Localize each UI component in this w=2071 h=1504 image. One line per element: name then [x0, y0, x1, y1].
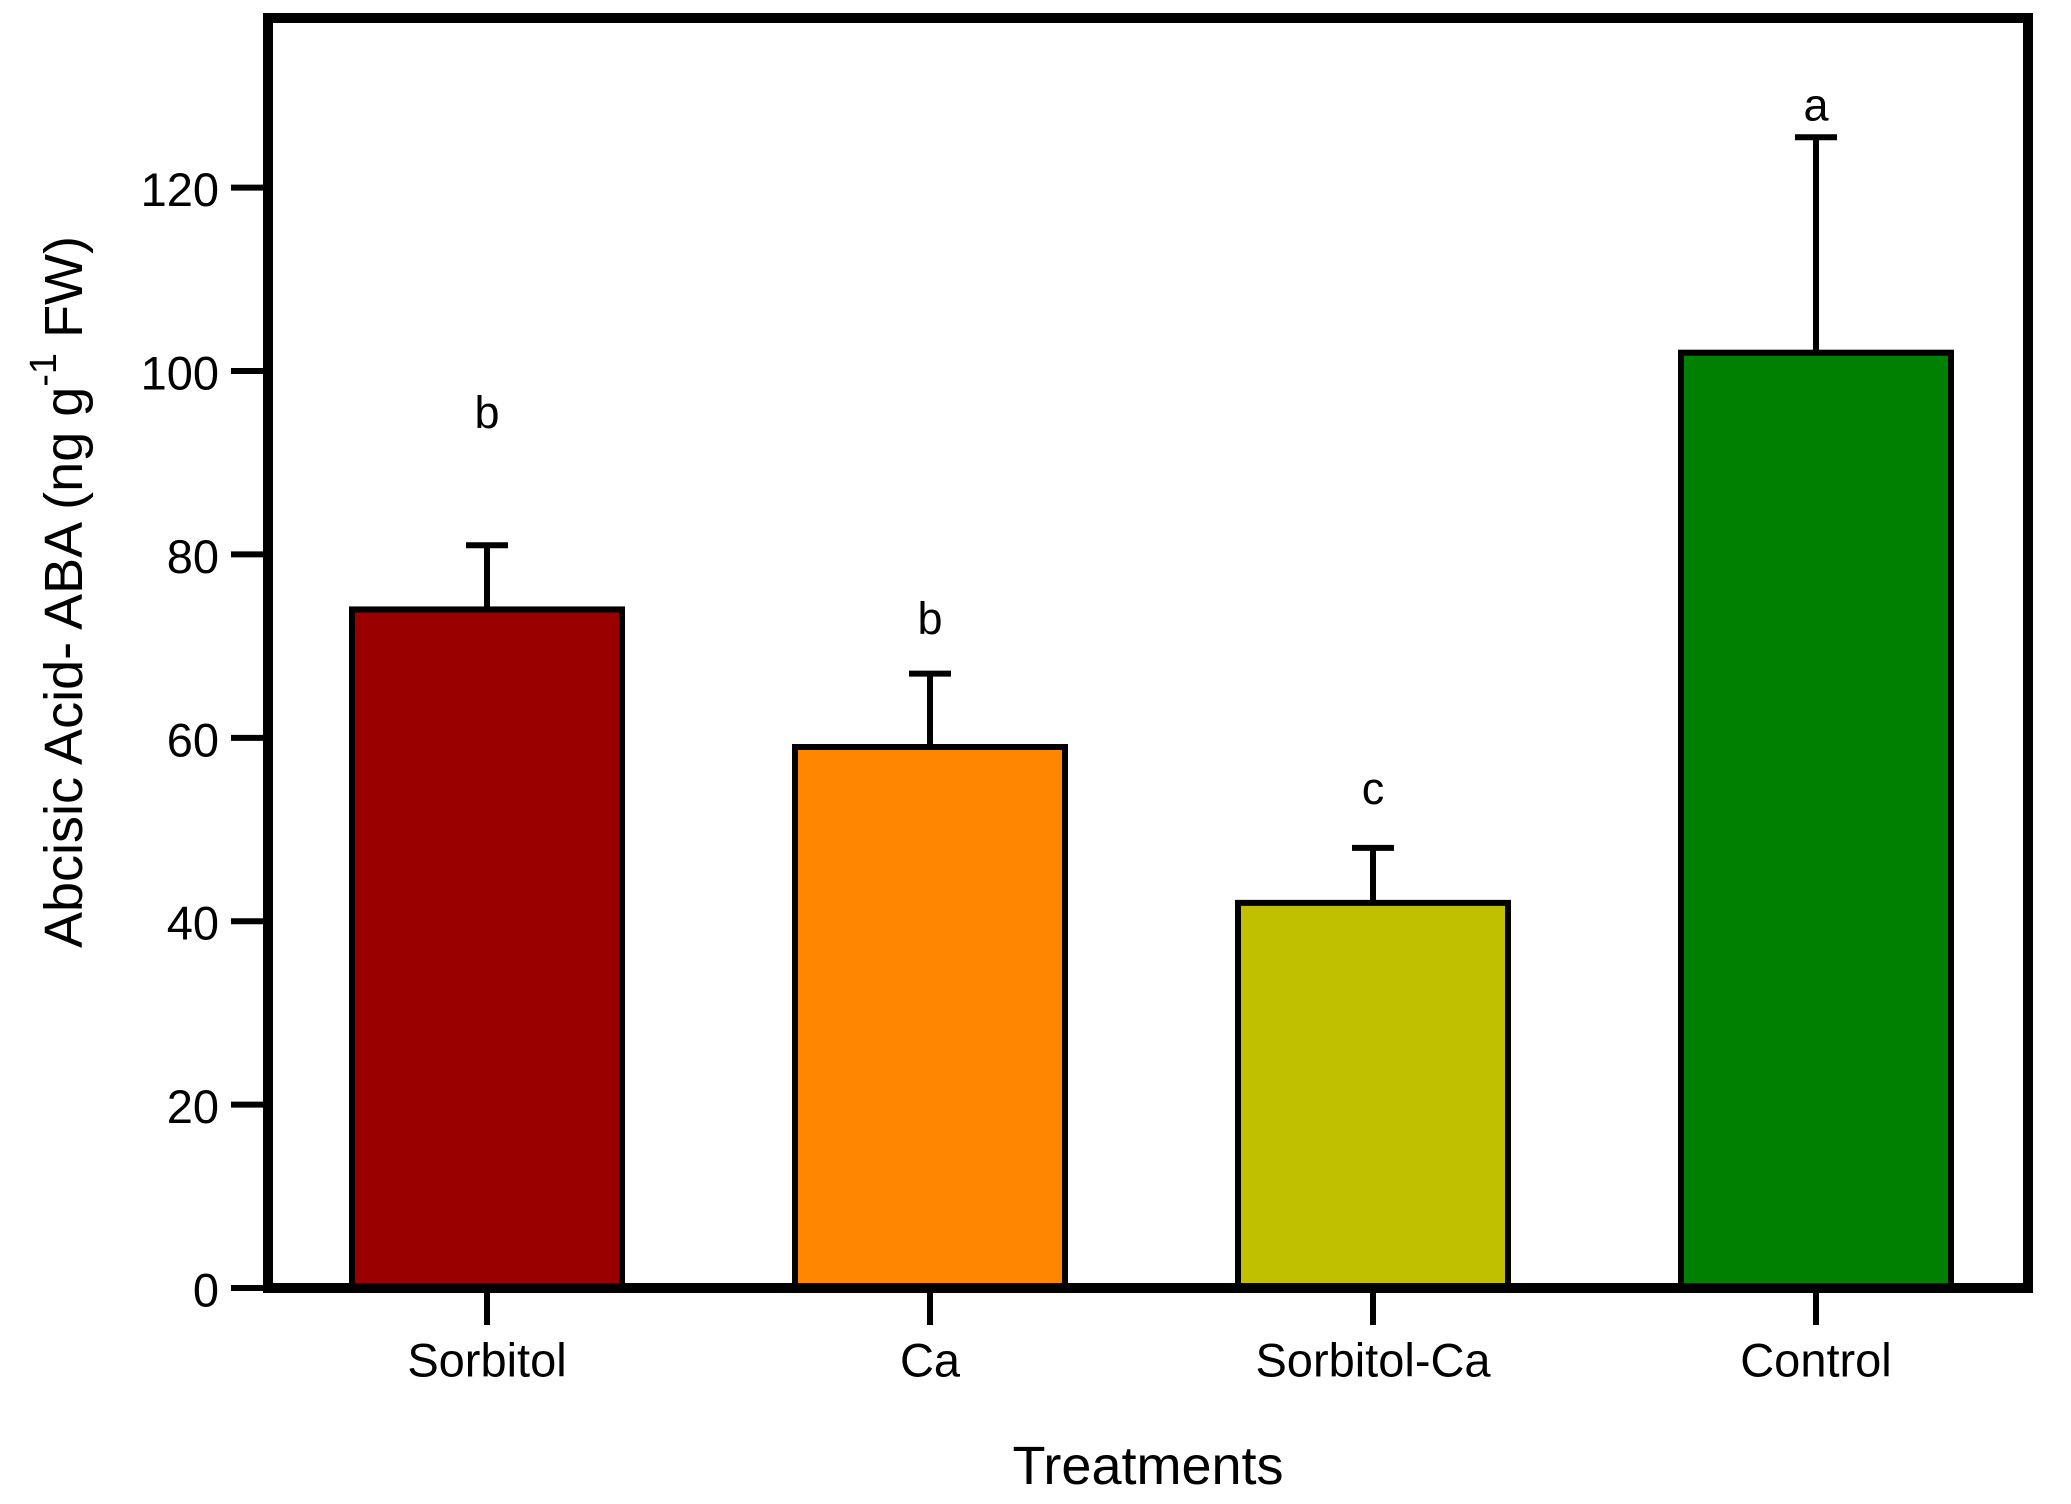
x-tick-label: Control [1740, 1334, 1892, 1387]
significance-letter: c [1362, 763, 1385, 814]
x-tick-label: Sorbitol-Ca [1255, 1334, 1491, 1387]
significance-letter: b [917, 593, 942, 644]
bar-sorbitol-ca [1235, 899, 1511, 1291]
x-tick-label: Sorbitol [407, 1334, 566, 1387]
bar-ca [792, 743, 1068, 1291]
y-tick-label: 20 [167, 1080, 219, 1133]
plot-frame [263, 13, 2033, 1293]
y-tick-label: 80 [167, 530, 219, 583]
y-tick-label: 60 [167, 713, 219, 766]
bar-sorbitol [349, 606, 625, 1291]
x-axis-title: Treatments [1012, 1436, 1283, 1496]
y-tick-label: 40 [167, 897, 219, 950]
y-axis-title: Abcisic Acid- ABA (ng g-1 FW) [23, 236, 94, 948]
y-tick-label: 100 [141, 347, 219, 400]
significance-letter: a [1803, 80, 1829, 131]
y-tick-label: 120 [141, 163, 219, 216]
bar-control [1678, 349, 1954, 1292]
x-tick-label: Ca [900, 1334, 961, 1387]
y-tick-label: 0 [193, 1264, 219, 1317]
plot-area: 0 20 40 60 80 100 120 Sorbitol Ca Sorbitol-Ca Cont… [141, 13, 2033, 1387]
significance-letter: b [474, 387, 499, 438]
